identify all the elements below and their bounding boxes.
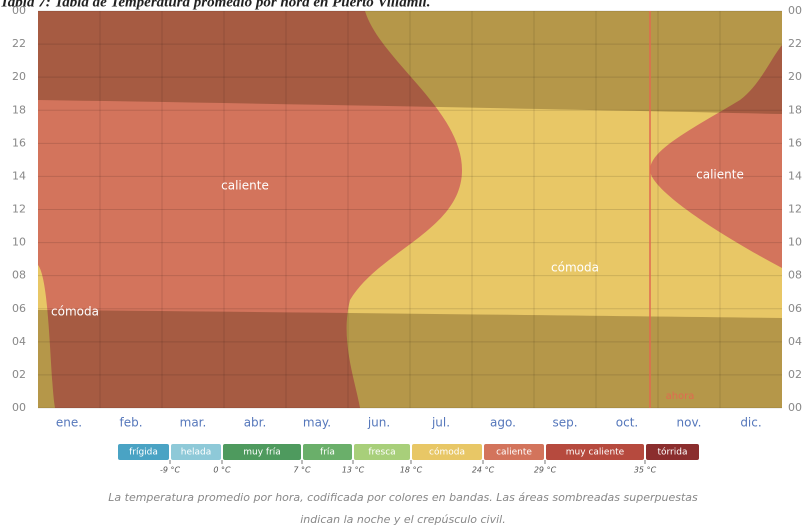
legend-swatch xyxy=(646,444,699,460)
threshold-label: -9 °C xyxy=(160,466,181,475)
caption: La temperatura promedio por hora, codifi… xyxy=(108,491,698,504)
legend-swatch xyxy=(118,444,169,460)
region-label: caliente xyxy=(221,179,269,193)
y-tick-label: 12 xyxy=(12,203,26,216)
x-tick-label: oct. xyxy=(616,416,638,430)
y-tick-label: 06 xyxy=(12,302,26,315)
region-label: cómoda xyxy=(51,305,99,319)
caption: indican la noche y el crepúsculo civil. xyxy=(300,513,505,526)
y-tick-label: 02 xyxy=(788,368,802,381)
y-tick-label: 10 xyxy=(788,236,802,249)
legend-swatch xyxy=(171,444,221,460)
caliente-band xyxy=(38,11,462,408)
y-tick-label: 04 xyxy=(12,335,26,348)
x-tick-label: ene. xyxy=(56,416,82,430)
y-tick-label: 08 xyxy=(12,269,26,282)
legend-swatch xyxy=(223,444,301,460)
y-tick-label: 04 xyxy=(788,335,802,348)
now-label: ahora xyxy=(666,391,695,402)
y-tick-label: 18 xyxy=(12,103,26,116)
legend-label: muy caliente xyxy=(566,448,625,458)
x-tick-label: jun. xyxy=(367,416,390,430)
y-tick-label: 08 xyxy=(788,269,802,282)
x-tick-label: may. xyxy=(303,416,331,430)
x-tick-label: sep. xyxy=(552,416,577,430)
x-tick-label: ago. xyxy=(490,416,516,430)
threshold-label: 35 °C xyxy=(634,466,657,475)
y-tick-label: 20 xyxy=(12,70,26,83)
y-tick-label: 02 xyxy=(12,368,26,381)
y-tick-label: 22 xyxy=(12,37,26,50)
legend-label: cómoda xyxy=(429,447,465,458)
threshold-label: 0 °C xyxy=(213,466,231,475)
x-tick-label: nov. xyxy=(677,416,702,430)
y-tick-label: 14 xyxy=(12,169,26,182)
legend-swatch xyxy=(303,444,352,460)
legend-label: fría xyxy=(320,448,335,458)
legend-label: muy fría xyxy=(243,448,281,458)
x-tick-label: jul. xyxy=(431,416,450,430)
plot-area xyxy=(38,10,782,409)
night-shade xyxy=(38,11,782,114)
x-tick-label: abr. xyxy=(244,416,267,430)
threshold-label: 18 °C xyxy=(400,466,423,475)
legend-label: caliente xyxy=(496,448,532,458)
y-tick-label: 00 xyxy=(12,401,26,414)
y-tick-label: 00 xyxy=(788,4,802,17)
chart-title: Tabla 7: Tabla de Temperatura promedio p… xyxy=(0,0,430,10)
y-tick-label: 22 xyxy=(788,37,802,50)
threshold-label: 24 °C xyxy=(472,466,495,475)
legend-swatch xyxy=(412,444,482,460)
y-tick-label: 10 xyxy=(12,236,26,249)
y-tick-label: 12 xyxy=(788,203,802,216)
legend-swatch xyxy=(546,444,644,460)
threshold-label: 7 °C xyxy=(293,466,311,475)
legend-label: frígida xyxy=(129,448,158,458)
region-label: caliente xyxy=(696,168,744,182)
night-shade xyxy=(38,310,782,408)
x-tick-label: dic. xyxy=(740,416,761,430)
y-tick-label: 00 xyxy=(12,4,26,17)
legend-label: helada xyxy=(181,448,212,458)
y-tick-label: 20 xyxy=(788,70,802,83)
region-label: cómoda xyxy=(551,261,599,275)
x-tick-label: feb. xyxy=(119,416,142,430)
y-tick-label: 16 xyxy=(12,136,26,149)
y-tick-label: 14 xyxy=(788,169,802,182)
y-tick-label: 06 xyxy=(788,302,802,315)
legend-swatch xyxy=(484,444,544,460)
month-grid xyxy=(38,10,782,409)
threshold-label: 13 °C xyxy=(342,466,365,475)
legend-label: tórrida xyxy=(657,447,687,458)
y-tick-label: 00 xyxy=(788,401,802,414)
x-tick-label: mar. xyxy=(180,416,207,430)
y-tick-label: 18 xyxy=(788,103,802,116)
caliente-band xyxy=(650,45,782,268)
legend-swatch xyxy=(354,444,410,460)
y-tick-label: 16 xyxy=(788,136,802,149)
legend-label: fresca xyxy=(368,448,395,458)
threshold-label: 29 °C xyxy=(534,466,557,475)
